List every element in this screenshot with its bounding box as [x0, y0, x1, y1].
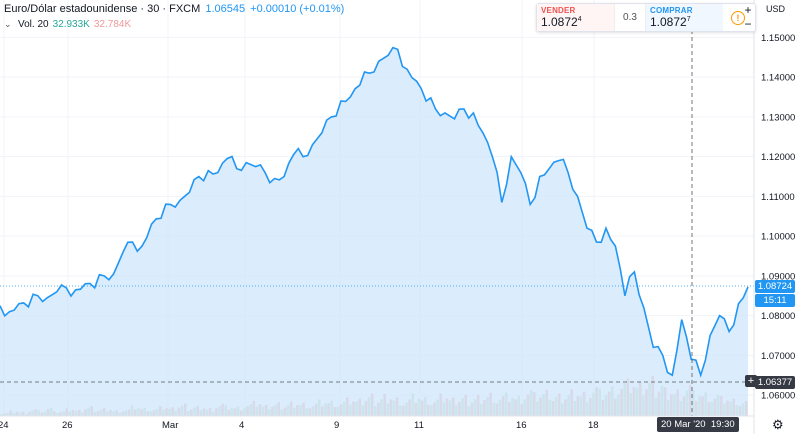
volume-label[interactable]: Vol. 20	[18, 19, 49, 30]
crosshair-date-badge: 20 Mar '20 19:30	[657, 417, 739, 432]
zoom-out-button[interactable]: −	[744, 17, 752, 31]
time-tick-label: Mar	[162, 420, 179, 431]
price-axis-labels: 1.15000 1.14000 1.13000 1.12000 1.11000 1.100…	[761, 33, 795, 402]
time-tick-label: 24	[0, 420, 9, 431]
spread-value: 0.3	[623, 12, 637, 23]
price-line	[0, 46, 749, 378]
time-tick-label: 16	[516, 420, 527, 431]
price-tick-label: 1.08000	[761, 311, 795, 322]
price-area	[0, 47, 748, 416]
price-tick-label: 1.10000	[761, 232, 795, 243]
sell-label: VENDER	[541, 6, 576, 15]
time-tick-label: 9	[334, 420, 340, 431]
symbol-title[interactable]: Euro/Dólar estadounidense · 30 · FXCM	[4, 3, 201, 15]
gear-icon[interactable]: ⚙	[772, 417, 784, 432]
zoom-controls: + −	[740, 3, 756, 31]
sell-button[interactable]: VENDER 1.08724	[537, 4, 615, 31]
countdown-badge: 15:11	[755, 294, 795, 307]
info-button[interactable]: !	[723, 4, 753, 31]
legend-change: +0.00010 (+0.01%)	[250, 3, 345, 15]
price-tick-label: 1.09000	[761, 271, 795, 282]
time-tick-label: 4	[239, 420, 245, 431]
buy-price: 1.08727	[650, 15, 691, 29]
price-tick-label: 1.11000	[761, 192, 795, 203]
buy-button[interactable]: COMPRAR 1.08727	[645, 4, 723, 31]
price-tick-label: 1.12000	[761, 152, 795, 163]
time-tick-label: 18	[588, 420, 599, 431]
currency-label[interactable]: USD	[766, 4, 786, 14]
crosshair-price-badge: 1.06377	[755, 376, 795, 389]
last-price-badge: 1.08724	[755, 280, 795, 293]
price-tick-label: 1.14000	[761, 73, 795, 84]
price-tick-label: 1.13000	[761, 112, 795, 123]
chart-legend: Euro/Dólar estadounidense · 30 · FXCM 1.…	[4, 3, 344, 15]
zoom-in-button[interactable]: +	[744, 3, 752, 17]
trade-panel: VENDER 1.08724 0.3 COMPRAR 1.08727 !	[536, 3, 756, 32]
buy-label: COMPRAR	[650, 6, 693, 15]
volume-legend: ⌄ Vol. 20 32.933K 32.784K	[4, 19, 131, 30]
volume-value-1: 32.933K	[52, 19, 90, 30]
time-tick-label: 11	[414, 420, 424, 431]
price-tick-label: 1.07000	[761, 351, 795, 362]
info-icon: !	[731, 10, 745, 25]
sell-price: 1.08724	[541, 15, 582, 29]
price-tick-label: 1.15000	[761, 33, 795, 44]
legend-price: 1.06545	[205, 3, 246, 15]
add-alert-button[interactable]: +	[745, 375, 757, 387]
chevron-down-icon[interactable]: ⌄	[4, 19, 12, 29]
price-tick-label: 1.06000	[761, 391, 795, 402]
time-tick-label: 26	[62, 420, 73, 431]
volume-value-2: 32.784K	[93, 19, 132, 30]
